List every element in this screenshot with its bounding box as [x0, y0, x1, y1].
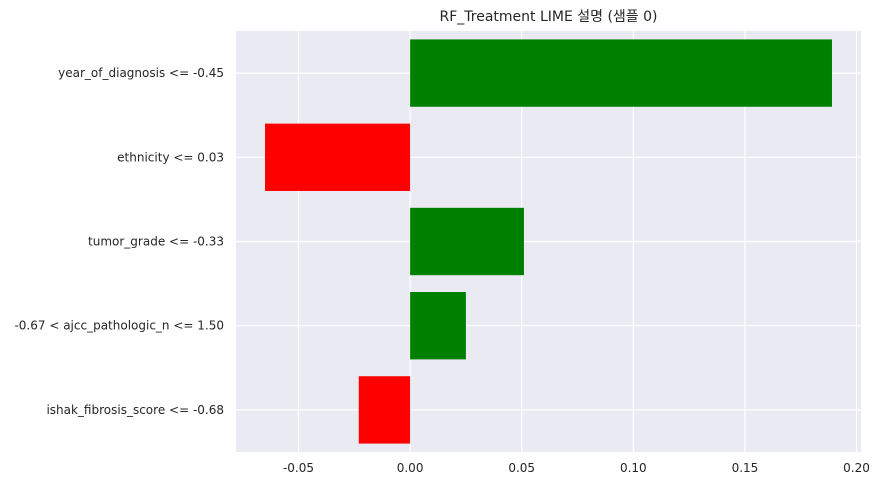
x-tick-label: 0.00	[397, 461, 424, 475]
x-tick-label: 0.10	[620, 461, 647, 475]
x-tick-labels: -0.05 0.00 0.05 0.10 0.15 0.20	[283, 461, 870, 475]
y-tick-label: tumor_grade <= -0.33	[88, 235, 224, 249]
bars	[265, 39, 832, 444]
y-tick-labels: year_of_diagnosis <= -0.45 ethnicity <= 0…	[14, 66, 224, 417]
y-tick-label: -0.67 < ajcc_pathologic_n <= 1.50	[14, 319, 224, 333]
bar-4	[358, 376, 411, 444]
y-tick-label: year_of_diagnosis <= -0.45	[58, 66, 224, 80]
bar-1	[265, 123, 411, 191]
bar-2	[410, 207, 524, 276]
y-tick-label: ethnicity <= 0.03	[117, 150, 224, 164]
bar-0	[410, 39, 832, 107]
y-tick-label: ishak_fibrosis_score <= -0.68	[46, 403, 224, 417]
x-tick-label: 0.20	[843, 461, 870, 475]
x-tick-label: 0.15	[732, 461, 759, 475]
bar-3	[410, 292, 466, 360]
x-tick-label: -0.05	[283, 461, 314, 475]
x-tick-label: 0.05	[508, 461, 535, 475]
chart-title: RF_Treatment LIME 설명 (샘플 0)	[439, 9, 657, 25]
